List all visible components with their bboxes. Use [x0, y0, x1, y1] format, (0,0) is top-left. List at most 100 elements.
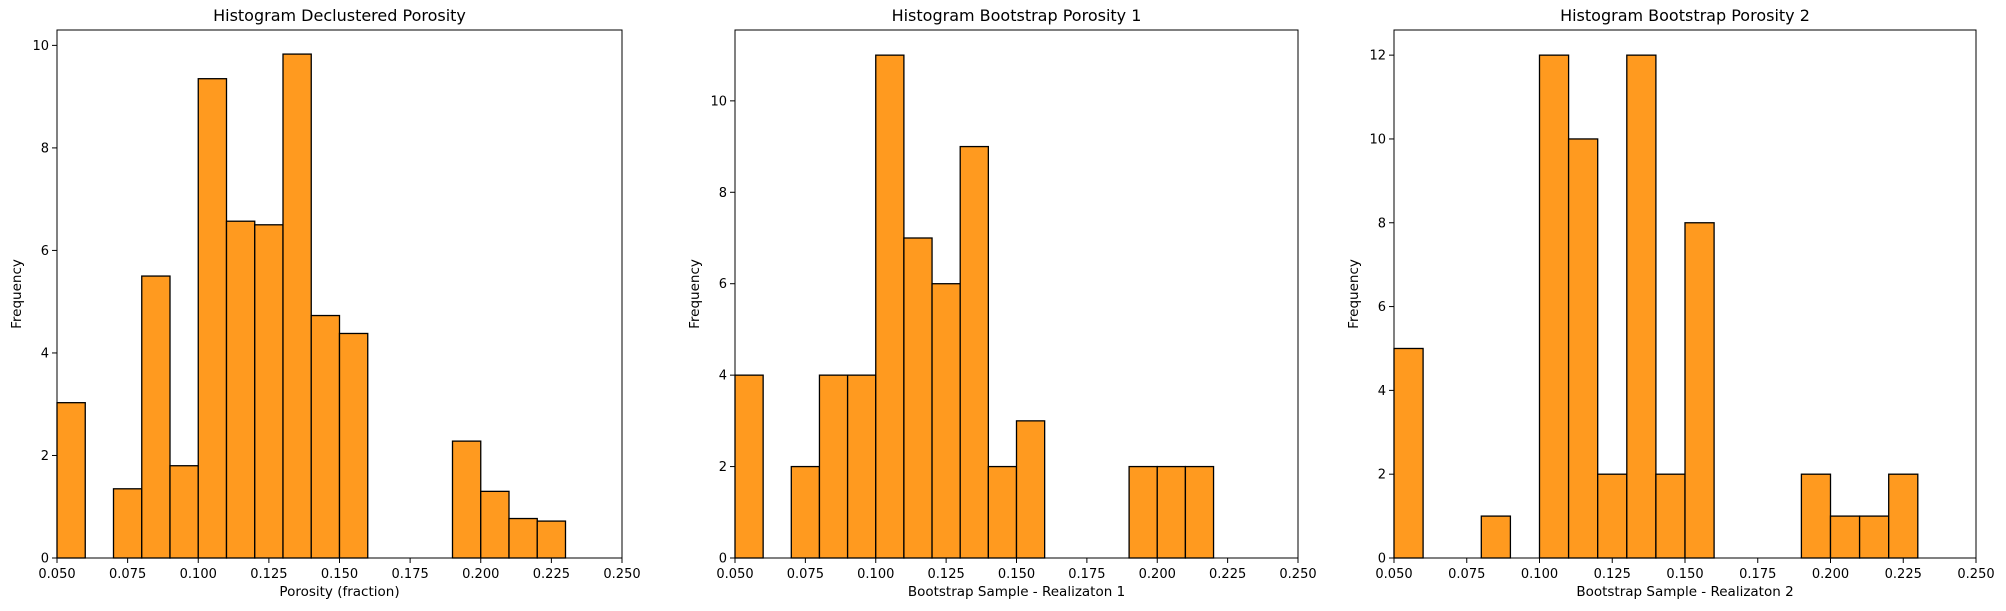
y-tick-label: 6 — [41, 244, 49, 259]
x-tick-label: 0.075 — [109, 567, 146, 582]
histogram-bar — [1393, 347, 1424, 559]
histogram-bar — [1128, 465, 1158, 559]
histogram-bar — [112, 488, 143, 559]
bars — [56, 53, 567, 559]
histogram-bar — [1567, 138, 1599, 559]
histogram-panel-bootstrap-1: Histogram Bootstrap Porosity 1 Bootstrap… — [687, 6, 1317, 600]
histogram-bar — [1888, 473, 1919, 559]
y-axis-label: Frequency — [1346, 259, 1362, 329]
histogram-bar — [1156, 465, 1187, 559]
histogram-bar — [197, 78, 228, 559]
histogram-bar — [508, 517, 538, 559]
histogram-bar — [734, 374, 764, 559]
y-tick-label: 4 — [719, 369, 727, 384]
histogram-bar — [790, 465, 821, 559]
y-tick-label: 4 — [1378, 384, 1386, 399]
histogram-bar — [1858, 515, 1890, 559]
histogram-bar — [931, 283, 961, 559]
x-tick-label: 0.175 — [392, 567, 429, 582]
histogram-panel-bootstrap-2: Histogram Bootstrap Porosity 2 Bootstrap… — [1346, 6, 1995, 600]
histogram-bar — [818, 374, 849, 559]
x-tick-label: 0.075 — [787, 567, 824, 582]
histogram-bar — [1597, 473, 1628, 559]
y-tick-label: 10 — [32, 39, 49, 54]
histogram-panel-declustered: Histogram Declustered Porosity Porosity … — [9, 6, 641, 600]
y-tick-label: 8 — [719, 186, 727, 201]
histogram-bar — [310, 314, 341, 559]
histogram-bar — [1829, 515, 1861, 559]
y-tick-label: 6 — [1378, 300, 1386, 315]
y-tick-label: 12 — [1369, 49, 1386, 64]
histogram-bar — [536, 520, 567, 559]
y-tick-label: 10 — [1369, 132, 1386, 147]
histogram-bar — [169, 465, 199, 559]
histogram-bar — [1800, 473, 1832, 559]
x-tick-label: 0.075 — [1448, 567, 1485, 582]
x-tick-label: 0.050 — [1375, 567, 1412, 582]
x-tick-label: 0.175 — [1068, 567, 1105, 582]
x-tick-label: 0.200 — [1812, 567, 1849, 582]
y-tick-label: 2 — [41, 449, 49, 464]
x-tick-label: 0.150 — [321, 567, 358, 582]
histogram-bar — [225, 220, 256, 559]
histogram-bar — [338, 332, 369, 559]
x-tick-label: 0.150 — [998, 567, 1035, 582]
x-tick-label: 0.100 — [857, 567, 894, 582]
histogram-bar — [959, 145, 990, 559]
histogram-bar — [1538, 54, 1570, 559]
bars — [1393, 54, 1919, 559]
histogram-bar — [480, 490, 510, 559]
y-tick-label: 6 — [719, 277, 727, 292]
x-tick-label: 0.200 — [1139, 567, 1176, 582]
histogram-bar — [451, 440, 482, 559]
histogram-bar — [1184, 465, 1215, 559]
histogram-bar — [282, 53, 312, 559]
x-tick-label: 0.250 — [1279, 567, 1316, 582]
x-axis-label: Bootstrap Sample - Realizaton 1 — [908, 584, 1125, 600]
y-tick-label: 8 — [1378, 216, 1386, 231]
x-axis-label: Porosity (fraction) — [279, 584, 399, 600]
y-tick-label: 2 — [719, 460, 727, 475]
x-tick-label: 0.225 — [533, 567, 570, 582]
histogram-bar — [903, 237, 933, 559]
histogram-bar — [141, 275, 171, 559]
chart-title: Histogram Bootstrap Porosity 2 — [1560, 6, 1810, 25]
x-tick-label: 0.225 — [1209, 567, 1246, 582]
x-tick-label: 0.100 — [1521, 567, 1558, 582]
y-tick-label: 10 — [710, 94, 727, 109]
histogram-bar — [254, 224, 284, 559]
y-tick-label: 4 — [41, 346, 49, 361]
x-tick-label: 0.050 — [716, 567, 753, 582]
histogram-bar — [56, 402, 86, 559]
x-tick-label: 0.225 — [1885, 567, 1922, 582]
y-tick-label: 2 — [1378, 468, 1386, 483]
y-tick-label: 0 — [1378, 552, 1386, 567]
x-tick-label: 0.250 — [603, 567, 640, 582]
histogram-bar — [846, 374, 877, 559]
histogram-bar — [1655, 473, 1686, 559]
x-tick-label: 0.100 — [180, 567, 217, 582]
y-tick-label: 8 — [41, 141, 49, 156]
chart-title: Histogram Bootstrap Porosity 1 — [892, 6, 1142, 25]
y-axis-label: Frequency — [9, 259, 25, 329]
histogram-bar — [1626, 54, 1657, 559]
x-tick-label: 0.125 — [250, 567, 287, 582]
histogram-bar — [1480, 515, 1512, 559]
x-tick-label: 0.200 — [462, 567, 499, 582]
histogram-bar — [1684, 222, 1715, 559]
histogram-bar — [875, 54, 905, 559]
histogram-bar — [987, 465, 1018, 559]
x-tick-label: 0.250 — [1957, 567, 1994, 582]
x-tick-label: 0.125 — [1594, 567, 1631, 582]
x-tick-label: 0.150 — [1666, 567, 1703, 582]
chart-title: Histogram Declustered Porosity — [213, 6, 466, 25]
x-tick-label: 0.175 — [1739, 567, 1776, 582]
y-axis-label: Frequency — [687, 259, 703, 329]
x-axis-label: Bootstrap Sample - Realizaton 2 — [1576, 584, 1793, 600]
x-tick-label: 0.050 — [38, 567, 75, 582]
y-tick-label: 0 — [719, 552, 727, 567]
histogram-bar — [1015, 420, 1046, 559]
y-tick-label: 0 — [41, 552, 49, 567]
x-tick-label: 0.125 — [928, 567, 965, 582]
